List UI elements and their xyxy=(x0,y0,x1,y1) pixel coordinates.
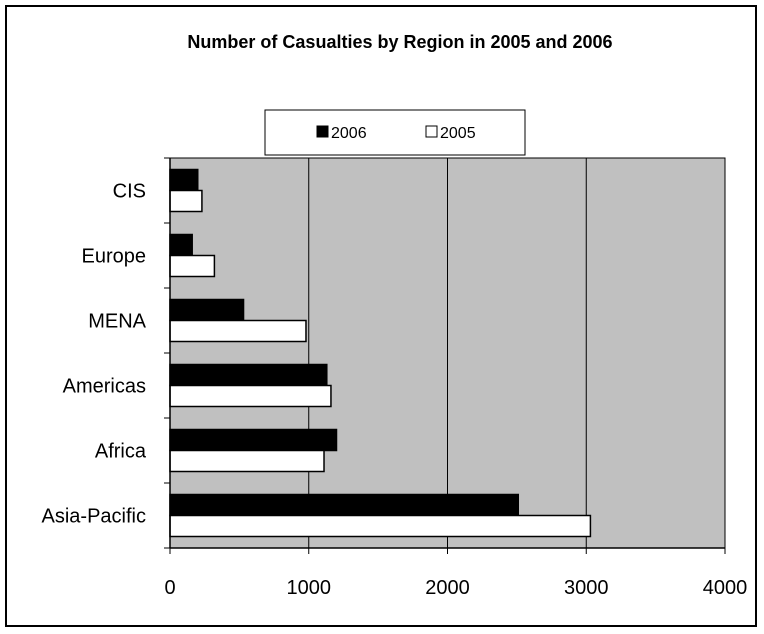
bar-2006-americas xyxy=(169,363,328,387)
legend-label-2005: 2005 xyxy=(440,125,476,142)
legend-label-2006: 2006 xyxy=(331,125,367,142)
axes xyxy=(164,157,726,554)
gridlines xyxy=(308,158,587,548)
category-label-africa: Africa xyxy=(95,441,147,463)
x-tick-label-1000: 1000 xyxy=(287,577,332,599)
legend-box xyxy=(264,109,526,156)
x-tick-label-0: 0 xyxy=(164,577,175,599)
category-labels: CIS Europe MENA Americas Africa Asia-Pacific xyxy=(42,181,147,528)
legend-swatch-2005 xyxy=(425,125,438,138)
chart-title: Number of Casualties by Region in 2005 a… xyxy=(187,32,612,52)
bar-2005-africa xyxy=(169,449,325,473)
bar-2005-americas xyxy=(169,384,332,408)
bar-2006-africa xyxy=(169,428,338,452)
bar-2005-asia-pacific xyxy=(169,514,592,538)
x-tick-label-3000: 3000 xyxy=(564,577,609,599)
category-label-americas: Americas xyxy=(63,376,146,398)
bar-2005-europe xyxy=(169,254,216,278)
bar-2006-europe xyxy=(169,233,193,257)
category-label-europe: Europe xyxy=(82,246,147,268)
x-tick-label-4000: 4000 xyxy=(703,577,748,599)
bar-2006-asia-pacific xyxy=(169,493,520,517)
legend: 2006 2005 xyxy=(264,109,526,156)
category-label-asia-pacific: Asia-Pacific xyxy=(42,506,146,528)
bars xyxy=(169,168,592,538)
category-label-mena: MENA xyxy=(88,311,146,333)
bar-2005-cis xyxy=(169,189,203,213)
x-tick-labels: 0 1000 2000 3000 4000 xyxy=(164,577,747,599)
x-tick-label-2000: 2000 xyxy=(425,577,470,599)
legend-swatch-2006 xyxy=(316,125,329,138)
bar-2006-cis xyxy=(169,168,199,192)
bar-2006-mena xyxy=(169,298,245,322)
bar-2005-mena xyxy=(169,319,307,343)
category-label-cis: CIS xyxy=(113,181,146,203)
